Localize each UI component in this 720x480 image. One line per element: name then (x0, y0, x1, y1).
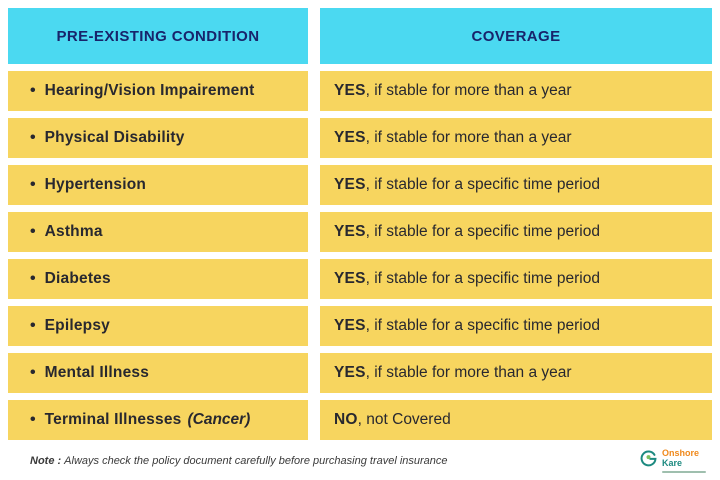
condition-cell: • Diabetes (8, 259, 308, 299)
condition-label: Asthma (44, 223, 103, 240)
coverage-detail: , if stable for more than a year (365, 129, 572, 146)
condition-label: Diabetes (44, 270, 111, 287)
coverage-cell: YES, if stable for a specific time perio… (320, 212, 712, 252)
coverage-detail: , if stable for a specific time period (365, 317, 600, 334)
footer-note: Note : Always check the policy document c… (30, 455, 448, 467)
bullet-icon: • (30, 82, 36, 99)
coverage-detail: , if stable for a specific time period (365, 176, 600, 193)
coverage-cell: YES, if stable for more than a year (320, 71, 712, 111)
note-text: Always check the policy document careful… (64, 455, 448, 467)
bullet-icon: • (30, 176, 36, 193)
condition-label: Hearing/Vision Impairement (44, 82, 255, 99)
coverage-verdict: YES (334, 364, 366, 381)
condition-cell: • Asthma (8, 212, 308, 252)
condition-label: Terminal Illnesses (44, 411, 182, 428)
coverage-detail: , if stable for a specific time period (365, 223, 600, 240)
coverage-verdict: YES (334, 129, 366, 146)
condition-cell: • Hypertension (8, 165, 308, 205)
bullet-icon: • (30, 129, 36, 146)
bullet-icon: • (30, 317, 36, 334)
condition-cell: • Mental Illness (8, 353, 308, 393)
bullet-icon: • (30, 223, 36, 240)
coverage-verdict: YES (334, 176, 366, 193)
column-header-condition: PRE-EXISTING CONDITION (8, 8, 308, 64)
coverage-cell: YES, if stable for more than a year (320, 118, 712, 158)
coverage-table: PRE-EXISTING CONDITION COVERAGE • Hearin… (8, 8, 712, 440)
bullet-icon: • (30, 270, 36, 287)
coverage-cell: YES, if stable for a specific time perio… (320, 259, 712, 299)
condition-label: Mental Illness (44, 364, 150, 381)
coverage-verdict: YES (334, 317, 366, 334)
coverage-verdict: YES (334, 223, 366, 240)
coverage-verdict: YES (334, 82, 366, 99)
coverage-cell: YES, if stable for a specific time perio… (320, 165, 712, 205)
condition-qualifier: (Cancer) (187, 411, 251, 428)
coverage-verdict: YES (334, 270, 366, 287)
onshore-kare-logo: Onshore Kare (639, 448, 706, 473)
coverage-cell: YES, if stable for more than a year (320, 353, 712, 393)
footer: Note : Always check the policy document c… (8, 446, 712, 476)
logo-wordmark: Onshore Kare (662, 448, 706, 473)
coverage-verdict: NO (334, 411, 358, 428)
column-header-coverage: COVERAGE (320, 8, 712, 64)
bullet-icon: • (30, 411, 36, 428)
logo-circle-icon (639, 449, 658, 473)
condition-label: Epilepsy (44, 317, 110, 334)
condition-cell: • Hearing/Vision Impairement (8, 71, 308, 111)
note-label: Note : (30, 455, 62, 467)
condition-cell: • Terminal Illnesses (Cancer) (8, 400, 308, 440)
logo-name-line1: Onshore (662, 448, 700, 459)
coverage-detail: , if stable for more than a year (365, 82, 572, 99)
logo-tagline-bar (662, 470, 706, 473)
condition-label: Hypertension (44, 176, 147, 193)
coverage-detail: , not Covered (357, 411, 451, 428)
condition-cell: • Physical Disability (8, 118, 308, 158)
coverage-cell: NO, not Covered (320, 400, 712, 440)
condition-label: Physical Disability (44, 129, 185, 146)
coverage-detail: , if stable for a specific time period (365, 270, 600, 287)
bullet-icon: • (30, 364, 36, 381)
condition-cell: • Epilepsy (8, 306, 308, 346)
coverage-detail: , if stable for more than a year (365, 364, 572, 381)
coverage-cell: YES, if stable for a specific time perio… (320, 306, 712, 346)
logo-name-line2: Kare (662, 458, 683, 468)
